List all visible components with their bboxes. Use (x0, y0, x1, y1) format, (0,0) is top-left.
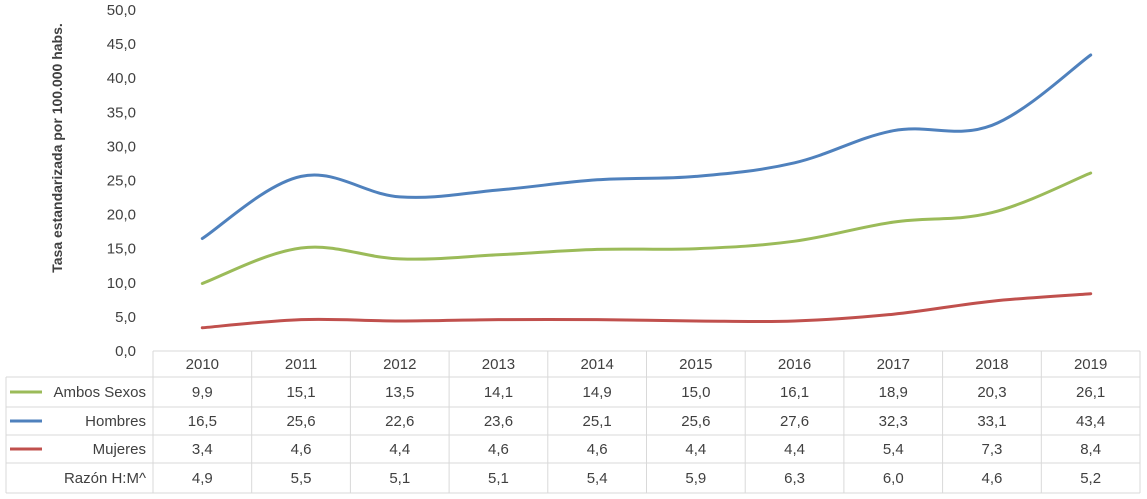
data-label: 4,6 (291, 441, 312, 458)
data-label: 25,6 (681, 413, 710, 430)
x-tick-label: 2015 (679, 356, 712, 373)
data-label: 4,4 (389, 441, 410, 458)
table-row-label: Razón H:M^ (64, 470, 146, 487)
data-label: 5,5 (291, 470, 312, 487)
y-axis-ticks: 0,0 5,0 10,0 15,0 20,0 25,0 30,0 35,0 40,0 45,0 50… (107, 2, 136, 360)
data-label: 9,9 (192, 384, 213, 401)
table-row-label: Ambos Sexos (53, 384, 146, 401)
y-tick-label: 45,0 (107, 36, 136, 53)
y-tick-label: 40,0 (107, 70, 136, 87)
data-label: 5,4 (587, 470, 608, 487)
data-label: 26,1 (1076, 384, 1105, 401)
y-tick-label: 0,0 (115, 343, 136, 360)
x-tick-label: 2017 (877, 356, 910, 373)
series-line-mujeres (200, 292, 1093, 330)
series-line-hombres (200, 53, 1093, 240)
y-tick-label: 20,0 (107, 207, 136, 224)
data-label: 6,0 (883, 470, 904, 487)
data-label: 15,1 (286, 384, 315, 401)
y-tick-label: 15,0 (107, 241, 136, 258)
data-label: 43,4 (1076, 413, 1105, 430)
x-tick-label: 2019 (1074, 356, 1107, 373)
y-tick-label: 35,0 (107, 104, 136, 121)
data-label: 33,1 (977, 413, 1006, 430)
y-tick-label: 30,0 (107, 138, 136, 155)
data-label: 23,6 (484, 413, 513, 430)
data-label: 25,1 (583, 413, 612, 430)
data-label: 32,3 (879, 413, 908, 430)
table-row-label: Hombres (85, 413, 146, 430)
data-label: 4,6 (587, 441, 608, 458)
y-tick-label: 5,0 (115, 309, 136, 326)
data-label: 5,9 (685, 470, 706, 487)
data-label: 16,1 (780, 384, 809, 401)
data-label: 4,9 (192, 470, 213, 487)
x-tick-label: 2016 (778, 356, 811, 373)
data-label: 15,0 (681, 384, 710, 401)
plot-area (200, 53, 1093, 330)
x-tick-label: 2013 (482, 356, 515, 373)
series-line-ambos-sexos (200, 171, 1093, 285)
data-label: 20,3 (977, 384, 1006, 401)
data-label: 27,6 (780, 413, 809, 430)
x-tick-label: 2014 (580, 356, 613, 373)
y-tick-label: 25,0 (107, 173, 136, 190)
x-tick-label: 2012 (383, 356, 416, 373)
data-label: 5,4 (883, 441, 904, 458)
data-label: 4,6 (488, 441, 509, 458)
data-label: 22,6 (385, 413, 414, 430)
data-table: 2010 2011 2012 2013 2014 2015 2016 2017 2018 2019… (5, 350, 1141, 494)
data-label: 5,1 (488, 470, 509, 487)
x-tick-label: 2018 (975, 356, 1008, 373)
y-tick-label: 10,0 (107, 275, 136, 292)
data-label: 4,4 (685, 441, 706, 458)
data-label: 25,6 (286, 413, 315, 430)
table-row-label: Mujeres (93, 441, 146, 458)
data-label: 7,3 (982, 441, 1003, 458)
data-label: 6,3 (784, 470, 805, 487)
y-tick-label: 50,0 (107, 2, 136, 19)
data-label: 13,5 (385, 384, 414, 401)
data-label: 16,5 (188, 413, 217, 430)
data-label: 3,4 (192, 441, 213, 458)
data-label: 5,2 (1080, 470, 1101, 487)
data-label: 4,4 (784, 441, 805, 458)
data-label: 14,1 (484, 384, 513, 401)
data-label: 18,9 (879, 384, 908, 401)
data-label: 8,4 (1080, 441, 1101, 458)
data-label: 14,9 (583, 384, 612, 401)
data-label: 4,6 (982, 470, 1003, 487)
y-axis-label: Tasa estandarizada por 100.000 habs. (49, 23, 65, 273)
x-tick-label: 2011 (285, 356, 317, 373)
data-label: 5,1 (389, 470, 410, 487)
x-tick-label: 2010 (186, 356, 219, 373)
